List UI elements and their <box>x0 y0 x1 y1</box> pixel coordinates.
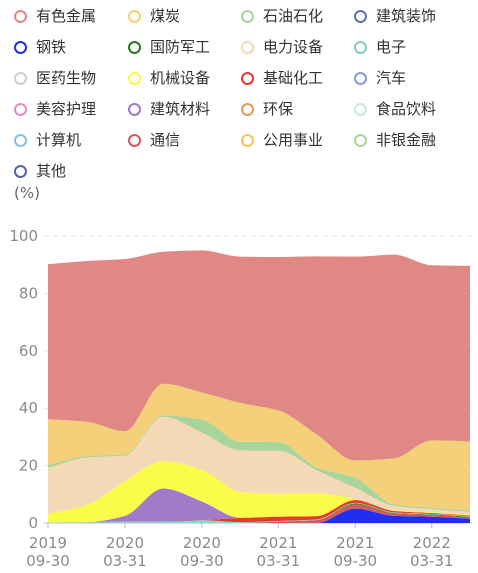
y-tick-label: 20 <box>19 457 38 475</box>
legend-marker <box>241 71 254 85</box>
y-tick-label: 0 <box>28 514 38 532</box>
area-series <box>48 461 470 523</box>
legend-item[interactable]: 有色金属 <box>14 5 96 27</box>
legend-label: 建筑装饰 <box>376 7 437 25</box>
x-tick-label: 2020 <box>183 534 221 552</box>
legend-label: 计算机 <box>36 131 82 149</box>
legend-label: 公用事业 <box>263 131 324 149</box>
x-tick-label: 03-31 <box>257 552 301 570</box>
legend-label: 国防军工 <box>150 38 211 56</box>
legend-label: 医药生物 <box>36 69 97 87</box>
legend-label: 钢铁 <box>36 38 67 56</box>
legend-marker <box>128 102 141 116</box>
legend-marker <box>241 102 254 116</box>
legend-item[interactable]: 钢铁 <box>14 36 66 58</box>
legend-marker <box>14 40 27 54</box>
legend-item[interactable]: 电子 <box>354 36 406 58</box>
legend-marker <box>241 9 254 23</box>
legend-item[interactable]: 电力设备 <box>241 36 323 58</box>
legend-item[interactable]: 基础化工 <box>241 67 323 89</box>
x-tick-label: 09-30 <box>180 552 224 570</box>
legend-item[interactable]: 机械设备 <box>128 67 210 89</box>
legend-marker <box>354 102 367 116</box>
legend-marker <box>354 133 367 147</box>
legend-item[interactable]: 美容护理 <box>14 98 96 120</box>
x-tick-label: 09-30 <box>26 552 70 570</box>
legend-marker <box>128 133 141 147</box>
x-tick-label: 09-30 <box>333 552 377 570</box>
x-tick-label: 03-31 <box>410 552 454 570</box>
legend-label: 环保 <box>263 100 294 118</box>
legend-marker <box>241 133 254 147</box>
legend-label: 煤炭 <box>150 7 181 25</box>
legend-marker <box>354 71 367 85</box>
legend-item[interactable]: 环保 <box>241 98 293 120</box>
chart-legend: 有色金属 煤炭 石油石化 建筑装饰钢铁 国防军工 电力设备 电子医药生物 机械设备 基础化工 汽车… <box>0 0 478 185</box>
legend-marker <box>128 9 141 23</box>
legend-item[interactable]: 其他 <box>14 160 66 182</box>
legend-item[interactable]: 公用事业 <box>241 129 323 151</box>
x-tick-label: 2019 <box>29 534 67 552</box>
area-series <box>48 508 470 523</box>
area-series <box>48 416 470 515</box>
legend-label: 美容护理 <box>36 100 97 118</box>
legend-marker <box>14 133 27 147</box>
legend-marker <box>354 9 367 23</box>
area-series <box>48 383 470 511</box>
legend-label: 通信 <box>150 131 181 149</box>
legend-label: 电子 <box>376 38 407 56</box>
legend-item[interactable]: 国防军工 <box>128 36 210 58</box>
y-tick-label: 80 <box>19 284 38 302</box>
legend-label: 非银金融 <box>376 131 437 149</box>
legend-item[interactable]: 建筑材料 <box>128 98 210 120</box>
legend-marker <box>14 164 27 178</box>
x-tick-label: 2021 <box>336 534 374 552</box>
x-tick-label: 2021 <box>259 534 297 552</box>
legend-marker <box>14 71 27 85</box>
legend-label: 基础化工 <box>263 69 324 87</box>
legend-label: 石油石化 <box>263 7 324 25</box>
x-tick-label: 2020 <box>106 534 144 552</box>
area-series <box>48 415 470 512</box>
legend-marker <box>14 102 27 116</box>
legend-item[interactable]: 煤炭 <box>128 5 180 27</box>
legend-label: 机械设备 <box>150 69 211 87</box>
legend-item[interactable]: 建筑装饰 <box>354 5 436 27</box>
legend-label: 建筑材料 <box>150 100 211 118</box>
legend-item[interactable]: 汽车 <box>354 67 406 89</box>
legend-label: 食品饮料 <box>376 100 437 118</box>
y-tick-label: 40 <box>19 399 38 417</box>
legend-marker <box>354 40 367 54</box>
legend-item[interactable]: 食品饮料 <box>354 98 436 120</box>
legend-item[interactable]: 医药生物 <box>14 67 96 89</box>
y-tick-label: 60 <box>19 342 38 360</box>
legend-label: 电力设备 <box>263 38 324 56</box>
y-tick-label: 100 <box>9 227 38 245</box>
legend-marker <box>128 71 141 85</box>
legend-marker <box>241 40 254 54</box>
legend-item[interactable]: 石油石化 <box>241 5 323 27</box>
area-series <box>48 500 470 523</box>
legend-item[interactable]: 通信 <box>128 129 180 151</box>
legend-marker <box>14 9 27 23</box>
legend-label: 有色金属 <box>36 7 97 25</box>
x-tick-label: 03-31 <box>103 552 147 570</box>
legend-label: 其他 <box>36 162 67 180</box>
legend-item[interactable]: 计算机 <box>14 129 81 151</box>
y-axis-unit-label: (%) <box>14 184 40 202</box>
legend-item[interactable]: 非银金融 <box>354 129 436 151</box>
legend-label: 汽车 <box>376 69 407 87</box>
legend-marker <box>128 40 141 54</box>
x-tick-label: 2022 <box>413 534 451 552</box>
area-series <box>48 488 470 523</box>
area-series <box>48 504 470 523</box>
area-series <box>48 250 470 461</box>
